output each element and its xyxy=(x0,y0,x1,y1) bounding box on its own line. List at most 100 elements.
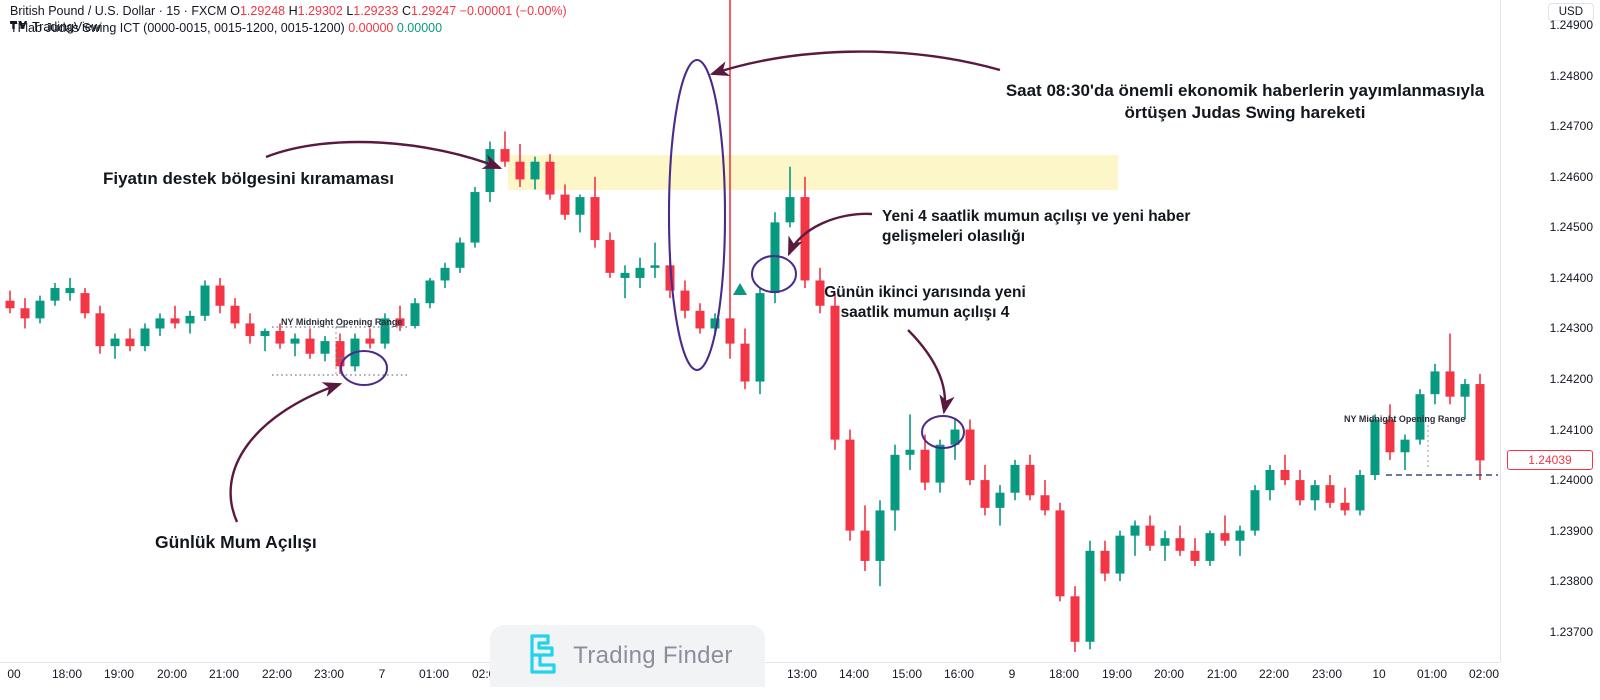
four-hour-arrow xyxy=(787,212,873,257)
candlestick xyxy=(995,485,1005,526)
candlestick xyxy=(1130,520,1140,556)
last-price-badge: 1.24039 xyxy=(1507,450,1593,471)
candlestick xyxy=(950,419,960,460)
candlestick xyxy=(650,242,660,278)
price-tick: 1.23700 xyxy=(1549,624,1593,639)
candlestick xyxy=(545,154,555,200)
time-tick: 7 xyxy=(378,667,386,681)
indicator-value-2: 0.00000 xyxy=(396,21,443,35)
candlestick xyxy=(845,429,855,541)
chart-plot-area[interactable]: NY Midnight Opening Range NY Midnight Op… xyxy=(0,0,1500,662)
candlestick xyxy=(1205,530,1215,566)
candlestick xyxy=(1310,480,1320,511)
time-tick: 21:00 xyxy=(1206,667,1238,681)
candlestick xyxy=(785,166,795,228)
candlestick xyxy=(1280,454,1290,486)
time-tick: 19:00 xyxy=(103,667,135,681)
candlestick xyxy=(1475,373,1485,481)
time-tick: 22:00 xyxy=(1258,667,1290,681)
judas-arrow xyxy=(709,50,1001,76)
candlestick xyxy=(1160,530,1170,561)
candlestick xyxy=(530,156,540,190)
candlestick xyxy=(620,265,630,299)
annotation-judas-swing: Saat 08:30'da önemli ekonomik haberlerin… xyxy=(1005,81,1485,122)
candlestick xyxy=(1040,480,1050,516)
candlestick xyxy=(1295,469,1305,506)
price-tick: 1.24400 xyxy=(1549,270,1593,285)
candlestick xyxy=(5,290,15,314)
candlestick-series xyxy=(5,0,1485,652)
time-tick: 18:00 xyxy=(51,667,83,681)
candlestick xyxy=(245,313,255,344)
time-tick: 23:00 xyxy=(313,667,345,681)
candlestick xyxy=(215,277,225,314)
candlestick xyxy=(500,131,510,167)
time-tick: 14:00 xyxy=(838,667,870,681)
indicator-value-1: 0.00000 xyxy=(348,21,394,35)
price-tick: 1.24800 xyxy=(1549,68,1593,83)
indicator-legend-row[interactable]: TFlab Judas Swing ICT (0000-0015, 0015-1… xyxy=(10,21,567,36)
symbol-title: British Pound / U.S. Dollar · 15 · FXCM xyxy=(10,4,227,18)
symbol-legend-row[interactable]: British Pound / U.S. Dollar · 15 · FXCM … xyxy=(10,4,567,19)
candlestick xyxy=(230,298,240,329)
candlestick xyxy=(1340,487,1350,516)
tradingview-logo[interactable]: TradingView xyxy=(10,20,101,34)
candlestick xyxy=(260,328,270,352)
ny-midnight-range-label-1: NY Midnight Opening Range xyxy=(281,317,403,327)
candlestick xyxy=(1325,475,1335,508)
annotation-daily-candle-open: Günlük Mum Açılışı xyxy=(155,532,317,552)
candlestick xyxy=(1190,538,1200,566)
candlestick xyxy=(485,141,495,203)
candlestick xyxy=(275,323,285,349)
candlestick xyxy=(1400,434,1410,470)
candlestick xyxy=(50,282,60,306)
candlestick xyxy=(605,232,615,278)
close-value: 1.29247 xyxy=(410,4,457,18)
ny-midnight-range-1 xyxy=(272,326,408,376)
candlestick xyxy=(920,434,930,491)
daily-open-arrow xyxy=(229,382,343,523)
annotation-support-not-broken: Fiyatın destek bölgesini kıramaması xyxy=(103,169,395,188)
candlestick xyxy=(860,505,870,572)
price-tick: 1.24100 xyxy=(1549,422,1593,437)
candlestick xyxy=(905,414,915,470)
watermark-text: Trading Finder xyxy=(573,642,733,669)
candlestick xyxy=(1385,404,1395,460)
ny-midnight-range-2 xyxy=(1386,425,1498,476)
open-key: O xyxy=(230,4,240,18)
tradingview-logo-text: TradingView xyxy=(32,20,101,34)
candlestick xyxy=(1250,485,1260,536)
candlestick xyxy=(200,280,210,321)
high-value: 1.29302 xyxy=(297,4,343,18)
high-key: H xyxy=(288,4,298,18)
indicator-title: TFlab Judas Swing ICT (0000-0015, 0015-1… xyxy=(10,21,345,35)
currency-badge[interactable]: USD xyxy=(1547,3,1594,21)
time-tick: 13:00 xyxy=(786,667,818,681)
price-tick: 1.23800 xyxy=(1549,574,1593,589)
candlestick xyxy=(440,262,450,289)
trading-finder-logo-icon xyxy=(530,634,556,674)
time-tick: 01:00 xyxy=(418,667,450,681)
time-tick: 22:00 xyxy=(261,667,293,681)
close-key: C xyxy=(401,4,411,18)
change-value: −0.00001 (−0.00%) xyxy=(459,4,567,18)
price-scale[interactable]: USD 1.24900 1.24800 1.24700 1.24600 1.24500 1… xyxy=(1500,0,1600,662)
candlestick xyxy=(155,313,165,337)
time-tick: 20:00 xyxy=(156,667,188,681)
candlestick xyxy=(35,295,45,324)
candlestick xyxy=(320,336,330,362)
candlestick xyxy=(875,500,885,587)
candlestick xyxy=(1220,515,1230,546)
time-tick: 02:00 xyxy=(1468,667,1500,681)
candlestick xyxy=(1355,469,1365,516)
price-tick: 1.24600 xyxy=(1549,169,1593,184)
candlestick xyxy=(20,298,30,329)
candlestick xyxy=(335,333,345,374)
candlestick xyxy=(95,305,105,354)
candlestick xyxy=(590,176,600,248)
candlestick xyxy=(1265,464,1275,501)
candlestick xyxy=(110,333,120,359)
candlestick xyxy=(980,464,990,516)
time-tick: 16:00 xyxy=(943,667,975,681)
